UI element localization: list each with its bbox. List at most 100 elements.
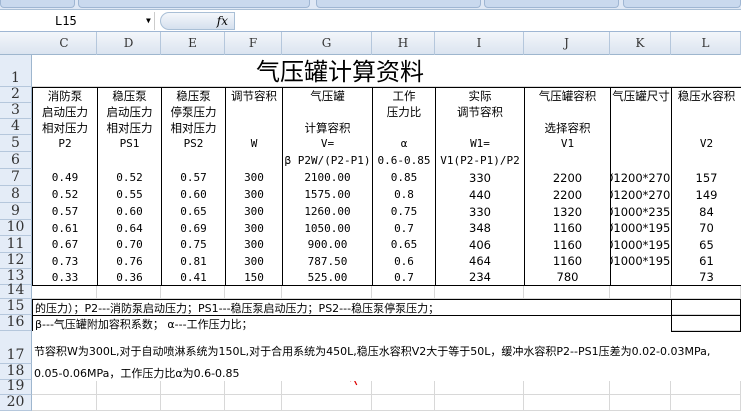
header-cell[interactable]: 稳压泵 bbox=[161, 87, 226, 104]
data-cell[interactable]: 0.65 bbox=[161, 203, 226, 221]
data-cell[interactable]: 0.7 bbox=[372, 220, 436, 237]
grid-cell[interactable] bbox=[32, 285, 97, 299]
column-header-L[interactable]: L bbox=[671, 32, 741, 55]
grid-cell[interactable] bbox=[671, 395, 741, 411]
note-cell[interactable]: β---气压罐附加容积系数； α---工作压力比； bbox=[32, 315, 672, 332]
header-cell[interactable] bbox=[97, 152, 162, 170]
data-cell[interactable]: 787.50 bbox=[282, 253, 373, 270]
header-cell[interactable]: V1(P2-P1)/P2 bbox=[435, 152, 525, 170]
header-cell[interactable]: V1 bbox=[524, 135, 611, 153]
cell-L15[interactable] bbox=[671, 299, 741, 316]
header-cell[interactable]: 稳压泵 bbox=[97, 87, 162, 104]
row-header-7[interactable]: 7 bbox=[0, 169, 32, 186]
header-cell[interactable]: 相对压力 bbox=[161, 119, 226, 136]
header-cell[interactable]: 计算容积 bbox=[282, 119, 373, 136]
header-cell[interactable]: P2 bbox=[32, 135, 98, 153]
header-cell[interactable]: V2 bbox=[671, 135, 741, 153]
header-cell[interactable]: 压力比 bbox=[372, 103, 436, 120]
grid-cell[interactable] bbox=[610, 55, 671, 87]
grid-cell[interactable] bbox=[282, 55, 372, 87]
header-cell[interactable] bbox=[225, 103, 283, 120]
grid-cell[interactable] bbox=[372, 55, 435, 87]
header-cell[interactable]: 调节容积 bbox=[225, 87, 283, 104]
data-cell[interactable]: 1260.00 bbox=[282, 203, 373, 221]
data-cell[interactable]: 2100.00 bbox=[282, 169, 373, 187]
grid-cell[interactable] bbox=[161, 55, 225, 87]
row-header-14[interactable]: 14 bbox=[0, 282, 32, 299]
data-cell[interactable]: 1320 bbox=[524, 203, 611, 221]
header-cell[interactable] bbox=[671, 103, 741, 120]
row-header-8[interactable]: 8 bbox=[0, 186, 32, 203]
header-cell[interactable] bbox=[610, 103, 672, 120]
header-cell[interactable] bbox=[671, 152, 741, 170]
grid-cell[interactable] bbox=[97, 285, 161, 299]
header-cell[interactable]: 工作 bbox=[372, 87, 436, 104]
data-cell[interactable]: 0.57 bbox=[32, 203, 98, 221]
data-cell[interactable]: 234 bbox=[435, 269, 525, 286]
header-cell[interactable]: 气压罐 bbox=[282, 87, 373, 104]
grid-cell[interactable] bbox=[97, 55, 161, 87]
grid-cell[interactable] bbox=[97, 395, 161, 411]
data-cell[interactable]: 0.85 bbox=[372, 169, 436, 187]
ribbon-group[interactable] bbox=[484, 0, 619, 8]
row-header-17[interactable]: 17 bbox=[0, 331, 32, 364]
grid-cell[interactable] bbox=[610, 285, 671, 299]
formula-input[interactable] bbox=[240, 12, 740, 30]
column-header-F[interactable]: F bbox=[225, 32, 282, 55]
header-cell[interactable] bbox=[524, 152, 611, 170]
row-header-5[interactable]: 5 bbox=[0, 135, 32, 152]
grid-cell[interactable] bbox=[372, 395, 435, 411]
data-cell[interactable]: 0.76 bbox=[97, 253, 162, 270]
grid-cell[interactable] bbox=[524, 55, 610, 87]
header-cell[interactable]: PS2 bbox=[161, 135, 226, 153]
column-header-G[interactable]: G bbox=[282, 32, 372, 55]
row-header-2[interactable]: 2 bbox=[0, 86, 32, 103]
header-cell[interactable]: W bbox=[225, 135, 283, 153]
row-header-13[interactable]: 13 bbox=[0, 268, 32, 285]
data-cell[interactable]: 780 bbox=[524, 269, 611, 286]
data-cell[interactable]: 464 bbox=[435, 253, 525, 270]
data-cell[interactable]: 900.00 bbox=[282, 236, 373, 254]
grid-cell[interactable] bbox=[32, 380, 97, 395]
ribbon-group[interactable] bbox=[0, 0, 75, 8]
row-header-6[interactable]: 6 bbox=[0, 152, 32, 169]
data-cell[interactable]: 0.70 bbox=[97, 236, 162, 254]
data-cell[interactable]: 525.00 bbox=[282, 269, 373, 286]
grid-cell[interactable] bbox=[161, 285, 225, 299]
header-cell[interactable]: 0.6-0.85 bbox=[372, 152, 436, 170]
data-cell[interactable]: 0.75 bbox=[372, 203, 436, 221]
header-cell[interactable]: V= bbox=[282, 135, 373, 153]
grid-cell[interactable] bbox=[32, 395, 97, 411]
data-cell[interactable]: 300 bbox=[225, 169, 283, 187]
grid-cell[interactable] bbox=[671, 55, 741, 87]
data-cell[interactable]: 0.73 bbox=[32, 253, 98, 270]
header-cell[interactable] bbox=[610, 152, 672, 170]
name-box[interactable]: L15 bbox=[0, 12, 155, 30]
header-cell[interactable] bbox=[435, 119, 525, 136]
grid-cell[interactable] bbox=[372, 285, 435, 299]
row-header-12[interactable]: 12 bbox=[0, 252, 32, 269]
note-cell[interactable]: 0.05-0.06MPa，工作压力比α为0.6-0.85 bbox=[32, 364, 741, 381]
data-cell[interactable]: Ø1200*2700 bbox=[610, 186, 672, 204]
data-cell[interactable]: 73 bbox=[671, 269, 741, 286]
header-cell[interactable] bbox=[610, 119, 672, 136]
row-header-1[interactable]: 1 bbox=[0, 55, 32, 87]
header-cell[interactable]: 气压罐尺寸 bbox=[610, 87, 672, 104]
data-cell[interactable]: Ø1000*2359 bbox=[610, 203, 672, 221]
header-cell[interactable]: 相对压力 bbox=[32, 119, 98, 136]
row-header-20[interactable]: 20 bbox=[0, 394, 32, 411]
header-cell[interactable]: 消防泵 bbox=[32, 87, 98, 104]
header-cell[interactable]: 调节容积 bbox=[435, 103, 525, 120]
data-cell[interactable]: Ø1000*1955 bbox=[610, 253, 672, 270]
grid-cell[interactable] bbox=[97, 380, 161, 395]
note-cell[interactable]: 的压力）；P2---消防泵启动压力；PS1---稳压泵启动压力；PS2---稳压… bbox=[32, 299, 672, 316]
header-cell[interactable]: W1= bbox=[435, 135, 525, 153]
header-cell[interactable]: 相对压力 bbox=[97, 119, 162, 136]
row-header-10[interactable]: 10 bbox=[0, 219, 32, 236]
data-cell[interactable]: 0.52 bbox=[32, 186, 98, 204]
data-cell[interactable]: 348 bbox=[435, 220, 525, 237]
data-cell[interactable]: 84 bbox=[671, 203, 741, 221]
data-cell[interactable]: 149 bbox=[671, 186, 741, 204]
header-cell[interactable]: 启动压力 bbox=[32, 103, 98, 120]
header-cell[interactable] bbox=[225, 119, 283, 136]
